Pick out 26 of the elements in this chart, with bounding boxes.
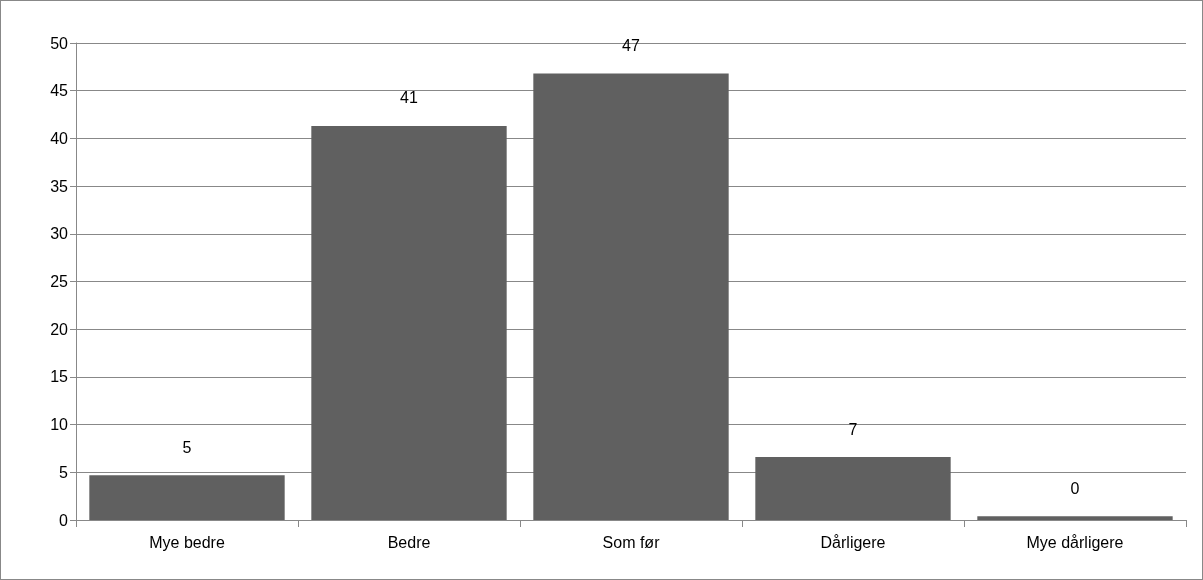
- data-label: 0: [1070, 479, 1080, 497]
- x-tick-label: Mye bedre: [149, 533, 225, 551]
- y-tick-label: 0: [59, 511, 69, 529]
- data-label: 41: [400, 89, 418, 107]
- data-label: 5: [182, 438, 192, 456]
- bar: [311, 126, 507, 520]
- y-tick-label: 5: [59, 463, 69, 481]
- y-tick-label: 25: [50, 273, 69, 290]
- x-tick-label: Som før: [602, 533, 661, 551]
- x-tick-label: Bedre: [387, 533, 431, 551]
- data-label: 7: [848, 420, 858, 438]
- bar: [755, 457, 951, 520]
- y-tick-label: 30: [50, 225, 69, 243]
- bar: [533, 73, 729, 520]
- y-tick-label: 40: [50, 129, 69, 147]
- y-tick-label: 45: [50, 82, 69, 100]
- bar: [89, 475, 285, 520]
- y-tick-label: 50: [50, 34, 69, 52]
- y-tick-label: 35: [50, 177, 69, 195]
- y-tick-label: 10: [50, 416, 69, 434]
- y-tick-label: 20: [50, 320, 69, 338]
- data-label: 47: [622, 37, 640, 55]
- x-tick-label: Mye dårligere: [1026, 533, 1124, 551]
- y-tick-label: 15: [50, 368, 69, 386]
- bar: [977, 516, 1173, 520]
- x-tick-label: Dårligere: [820, 533, 886, 551]
